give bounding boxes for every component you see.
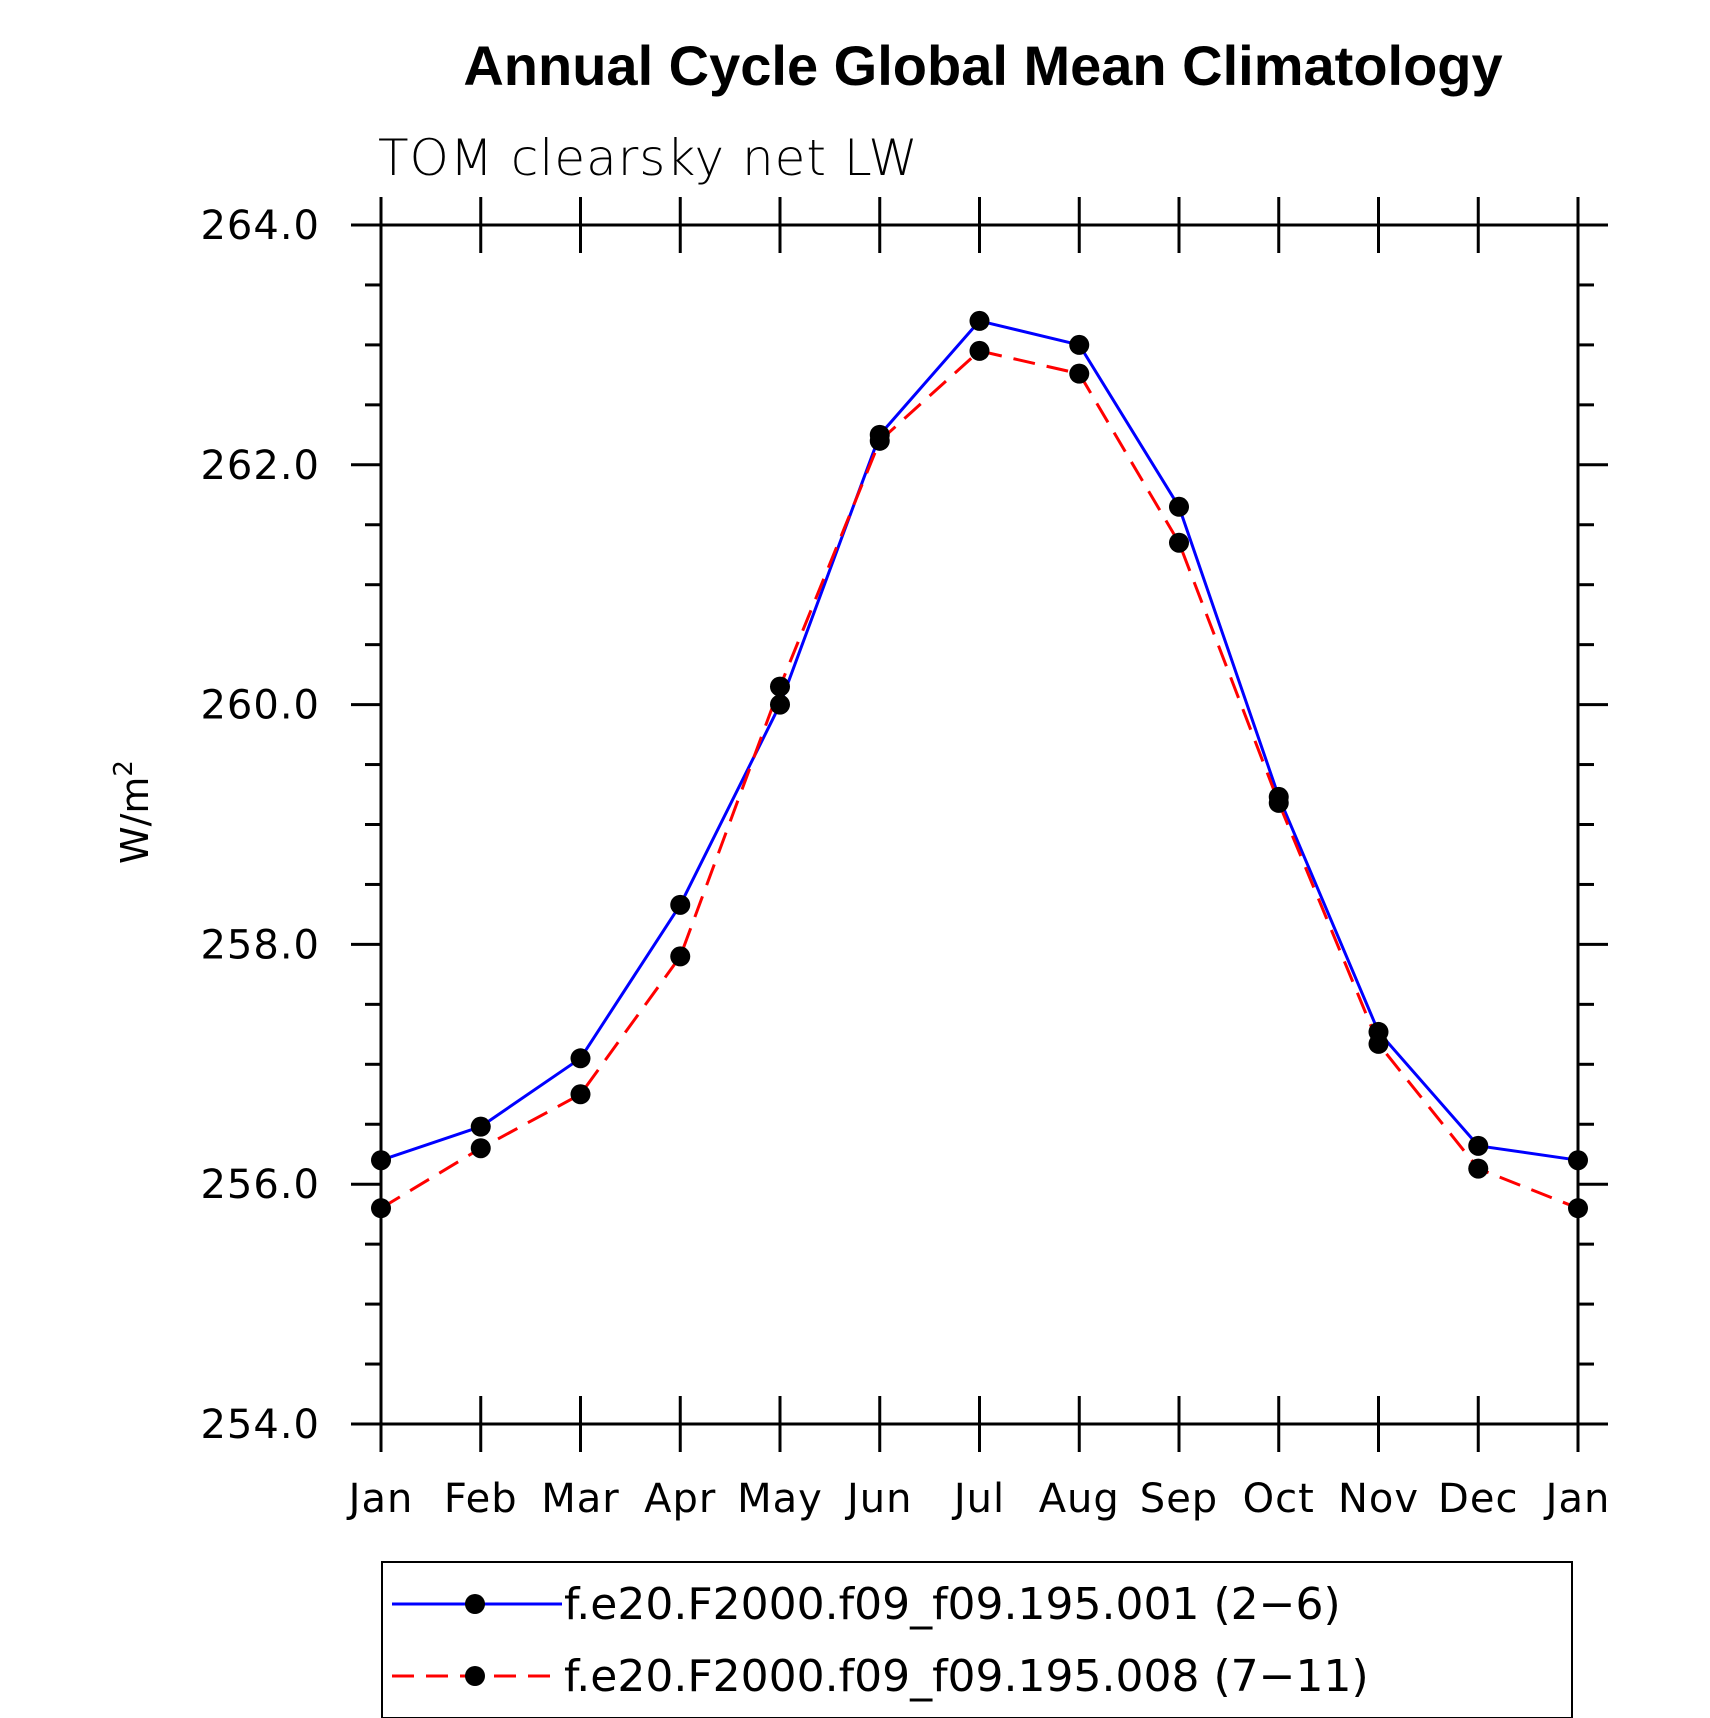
legend-marker-series-2	[465, 1666, 485, 1686]
x-tick-label: Jun	[844, 1476, 913, 1522]
series-1-point	[770, 694, 790, 715]
series-2-point	[1568, 1198, 1588, 1219]
series-2-point	[1468, 1158, 1489, 1179]
y-axis-label-text: W/m	[113, 777, 157, 864]
x-tick-label: Jul	[951, 1476, 1005, 1522]
x-tick-label: Sep	[1140, 1476, 1218, 1522]
series-line-2	[380, 349, 1579, 1210]
series-1-point	[670, 894, 691, 915]
y-tick-label: 264.0	[200, 203, 320, 249]
x-tick-label: Jan	[1543, 1476, 1611, 1522]
x-tick-label: Oct	[1243, 1476, 1315, 1522]
y-tick-labels: 254.0 256.0 258.0 260.0 262.0 264.0	[200, 203, 320, 1448]
x-tick-label: May	[737, 1476, 823, 1522]
series-1-point	[1568, 1150, 1588, 1171]
series-2-point	[1268, 792, 1289, 813]
x-tick-label: Aug	[1039, 1476, 1120, 1522]
series-1-point	[1069, 334, 1090, 355]
legend-label-series-1: f.e20.F2000.f09_f09.195.001 (2−6)	[564, 1579, 1341, 1630]
series-2-point	[570, 1084, 591, 1105]
y-axis-label-superscript: 2	[109, 760, 139, 777]
series-group	[371, 310, 1588, 1219]
series-1-point	[969, 310, 990, 331]
y-tick-label: 260.0	[200, 683, 320, 729]
plot-border	[379, 223, 1580, 1426]
x-tick-label: Apr	[644, 1476, 716, 1522]
y-tick-label: 254.0	[200, 1402, 320, 1448]
x-tick-label: Jan	[346, 1476, 414, 1522]
x-tick-label: Dec	[1438, 1476, 1518, 1522]
legend: f.e20.F2000.f09_f09.195.001 (2−6) f.e20.…	[381, 1561, 1573, 1718]
legend-marker-series-1	[465, 1594, 485, 1614]
series-2-point	[1169, 532, 1189, 553]
y-axis-label: W/m2	[109, 760, 157, 864]
x-tick-labels: Jan Feb Mar Apr May Jun Jul Aug Sep Oct Nov Dec Jan	[346, 1476, 1611, 1522]
series-1-point	[570, 1048, 591, 1069]
axis-ticks	[351, 197, 1608, 1452]
series-1-point	[470, 1116, 491, 1137]
svg-text:W/m2: W/m2	[109, 760, 157, 864]
chart-title: Annual Cycle Global Mean Climatology	[463, 34, 1502, 97]
y-tick-label: 256.0	[200, 1162, 320, 1208]
series-line-1	[380, 319, 1579, 1162]
x-tick-label: Feb	[444, 1476, 518, 1522]
series-1-point	[1468, 1135, 1489, 1156]
plot-frame	[379, 223, 1580, 1426]
series-2-point	[869, 430, 890, 451]
series-2-point	[371, 1198, 391, 1219]
x-tick-label: Nov	[1338, 1476, 1419, 1522]
chart-subtitle: TOM clearsky net LW	[378, 129, 919, 187]
legend-label-series-2: f.e20.F2000.f09_f09.195.008 (7−11)	[564, 1651, 1369, 1702]
series-2-point	[670, 946, 691, 967]
y-tick-label: 262.0	[200, 443, 320, 489]
series-2-point	[969, 340, 990, 361]
y-tick-label: 258.0	[200, 922, 320, 968]
series-1-point	[1169, 496, 1189, 517]
series-2-point	[1368, 1033, 1389, 1054]
series-2-point	[470, 1138, 491, 1159]
legend-box	[381, 1561, 1573, 1718]
series-2-point	[1069, 363, 1090, 384]
series-2-point	[770, 676, 790, 697]
series-1-point	[371, 1150, 391, 1171]
x-tick-label: Mar	[541, 1476, 619, 1522]
